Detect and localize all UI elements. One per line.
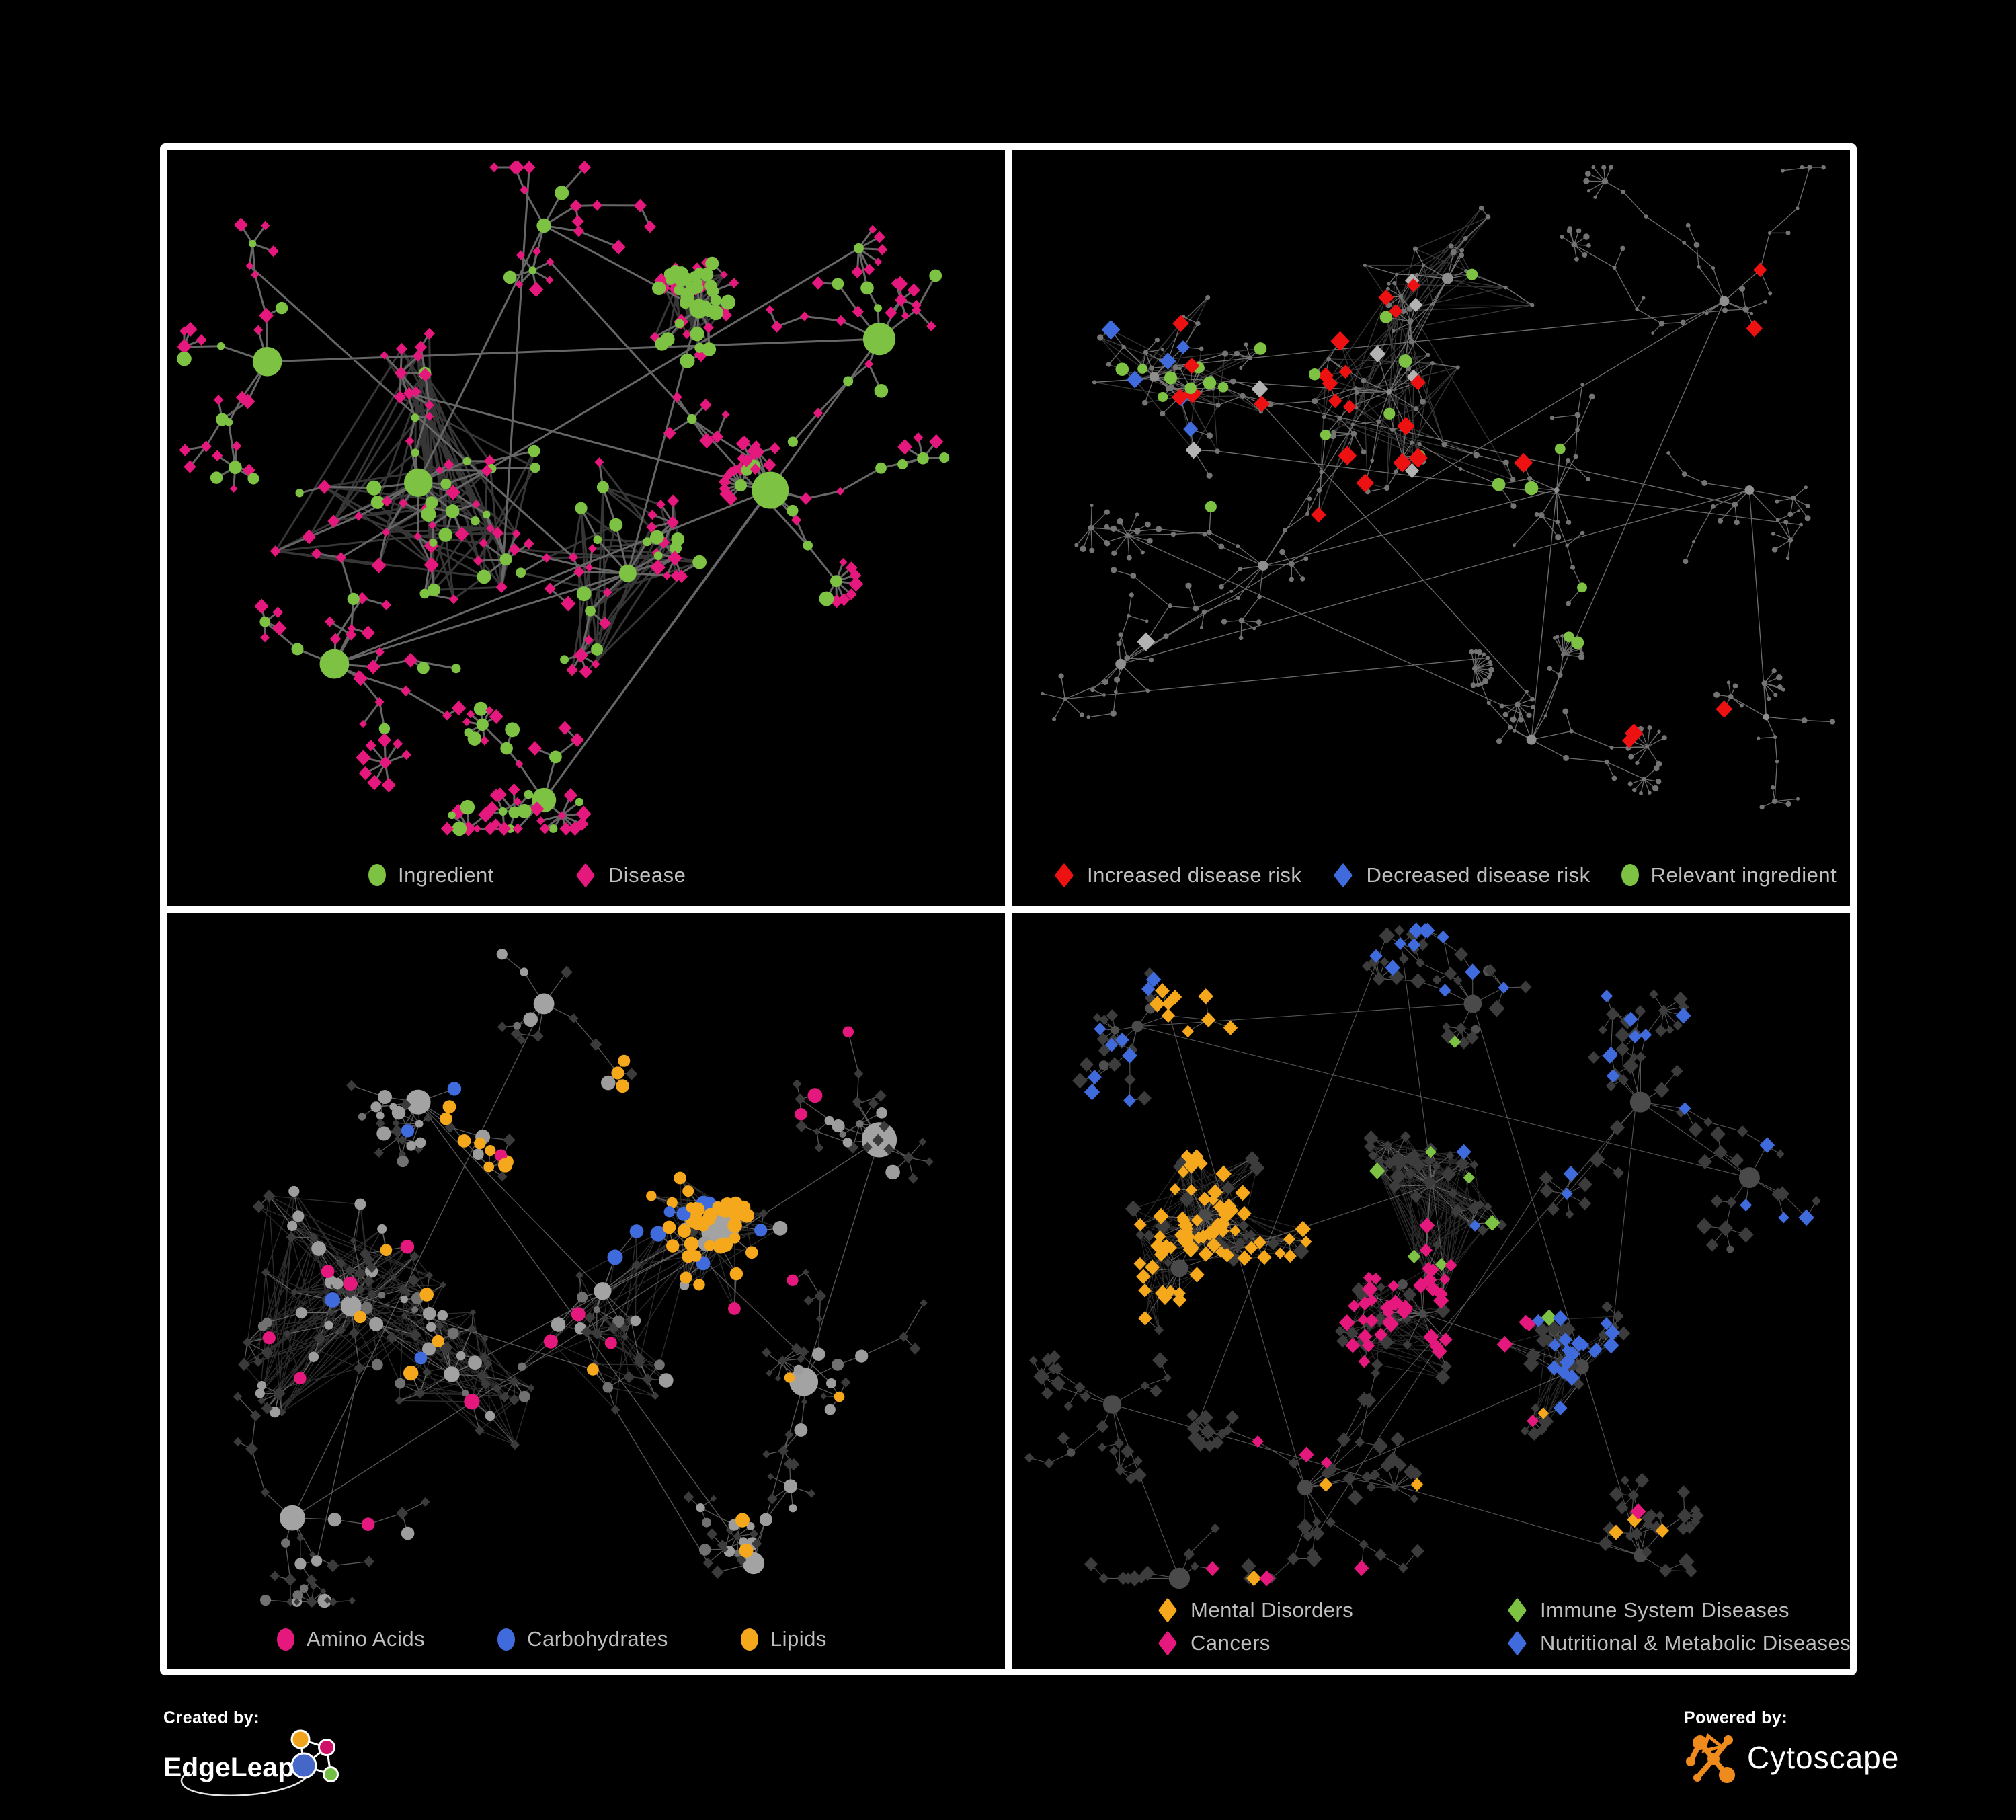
legend-item-decreased-risk: Decreased disease risk	[1332, 862, 1590, 888]
legend-item-amino-acids: Amino Acids	[277, 1627, 425, 1651]
legend-macronutrients: Amino Acids Carbohydrates Lipids	[277, 1627, 827, 1651]
legend-disease-risk: Increased disease risk Decreased disease…	[1053, 862, 1837, 888]
network-canvas-ingredient-disease	[177, 160, 950, 836]
panel-ingredient-disease: Ingredient Disease	[167, 150, 1005, 906]
mental-disorders-swatch	[1158, 1597, 1178, 1623]
legend-item-mental-disorders: Mental Disorders	[1157, 1597, 1506, 1623]
legend-item-disease: Disease	[575, 862, 686, 888]
cytoscape-network-icon	[1686, 1733, 1735, 1783]
cytoscape-wordmark: Cytoscape	[1747, 1740, 1900, 1775]
panel-disease-categories: Mental Disorders Immune System Diseases …	[1012, 912, 1850, 1669]
legend-label: Disease	[608, 863, 686, 887]
legend-item-cancers: Cancers	[1157, 1630, 1506, 1656]
legend-item-carbohydrates: Carbohydrates	[497, 1627, 668, 1651]
legend-item-immune-diseases: Immune System Diseases	[1506, 1597, 1850, 1623]
figure-frame: Ingredient Disease Increased disease ris…	[160, 143, 1857, 1675]
network-canvas-disease-categories	[1024, 922, 1821, 1589]
network-canvas-macronutrients	[233, 948, 934, 1608]
legend-ingredient-disease: Ingredient Disease	[368, 862, 686, 888]
legend-label: Relevant ingredient	[1650, 863, 1837, 887]
edgeleap-logo: EdgeLeap	[163, 1729, 339, 1796]
legend-item-nutritional-metabolic: Nutritional & Metabolic Diseases	[1506, 1630, 1850, 1656]
legend-label: Mental Disorders	[1191, 1598, 1354, 1622]
decreased-risk-swatch	[1334, 862, 1353, 888]
legend-disease-categories: Mental Disorders Immune System Diseases …	[1157, 1597, 1850, 1656]
legend-label: Amino Acids	[307, 1627, 426, 1651]
edgeleap-swoosh	[180, 1771, 308, 1796]
legend-label: Cancers	[1191, 1631, 1271, 1655]
legend-label: Decreased disease risk	[1366, 863, 1590, 887]
network-canvas-disease-risk	[1041, 165, 1836, 810]
powered-by-block: Powered by: Cytoscape	[1684, 1708, 1899, 1784]
ingredient-swatch	[368, 864, 386, 886]
legend-label: Carbohydrates	[527, 1627, 668, 1651]
nutritional-metabolic-swatch	[1507, 1630, 1527, 1656]
created-by-caption: Created by:	[163, 1708, 260, 1727]
relevant-ingredient-swatch	[1621, 864, 1639, 886]
legend-label: Lipids	[770, 1627, 827, 1651]
legend-label: Nutritional & Metabolic Diseases	[1540, 1631, 1850, 1655]
legend-label: Increased disease risk	[1087, 863, 1302, 887]
legend-item-ingredient: Ingredient	[368, 863, 494, 887]
legend-label: Ingredient	[398, 863, 494, 887]
created-by-block: Created by: EdgeLeap	[163, 1708, 365, 1807]
amino-acids-swatch	[277, 1628, 294, 1651]
legend-item-relevant-ingredient: Relevant ingredient	[1621, 863, 1837, 887]
legend-item-lipids: Lipids	[740, 1627, 827, 1651]
disease-swatch	[575, 862, 596, 888]
legend-item-increased-risk: Increased disease risk	[1053, 862, 1302, 888]
lipids-swatch	[740, 1628, 758, 1651]
legend-label: Immune System Diseases	[1540, 1598, 1790, 1622]
immune-diseases-swatch	[1507, 1597, 1527, 1623]
panel-disease-risk: Increased disease risk Decreased disease…	[1012, 150, 1850, 906]
panel-macronutrients: Amino Acids Carbohydrates Lipids	[167, 912, 1005, 1669]
powered-by-caption: Powered by:	[1684, 1708, 1788, 1727]
cancers-swatch	[1158, 1630, 1178, 1656]
increased-risk-swatch	[1054, 862, 1074, 888]
edgeleap-network-icon	[290, 1729, 339, 1782]
carbohydrates-swatch	[497, 1628, 516, 1651]
edgeleap-wordmark: EdgeLeap	[163, 1753, 294, 1782]
